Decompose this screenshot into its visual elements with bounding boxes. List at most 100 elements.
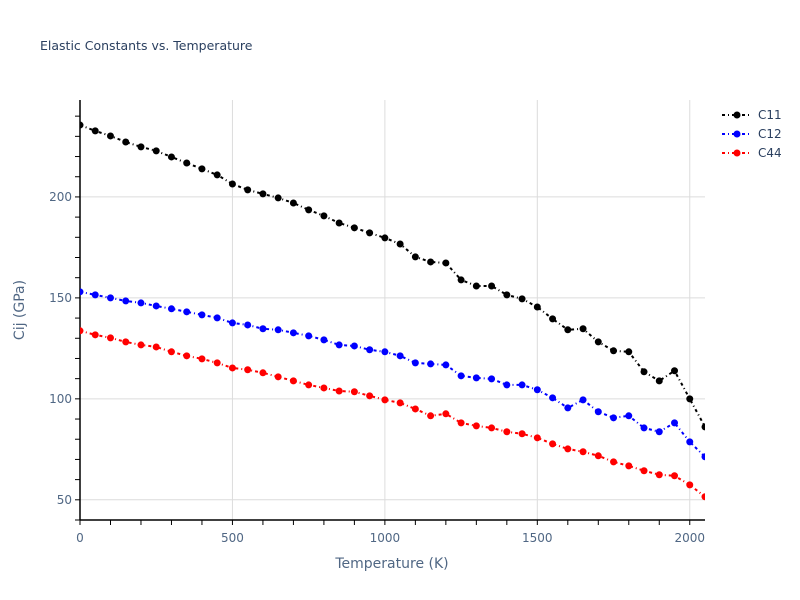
data-point-c12 [137,299,145,307]
data-point-c11 [213,171,221,179]
data-point-c11 [686,395,694,403]
data-point-c44 [350,388,358,396]
data-point-c11 [655,377,663,385]
data-point-c12 [213,314,221,322]
data-point-c12 [503,381,511,389]
data-point-c12 [320,336,328,344]
data-point-c12 [457,372,465,380]
data-point-c11 [80,121,84,129]
data-point-c12 [701,453,705,461]
data-point-c11 [183,159,191,167]
data-point-c11 [594,338,602,346]
x-axis-title: Temperature (K) [334,556,448,572]
data-point-c11 [396,240,404,248]
data-point-c11 [335,219,343,227]
x-tick-label: 0 [76,531,84,545]
data-point-c44 [503,428,511,436]
data-point-c44 [228,364,236,372]
data-point-c11 [259,190,267,198]
data-point-c44 [518,430,526,438]
data-point-c12 [305,332,313,340]
data-point-c11 [305,206,313,214]
data-point-c12 [549,394,557,402]
data-point-c12 [381,348,389,356]
data-point-c44 [335,387,343,395]
data-point-c12 [472,374,480,382]
data-point-c12 [80,288,84,296]
data-point-c44 [594,452,602,460]
data-point-c44 [457,419,465,427]
legend-item-c12[interactable]: C12 [722,127,782,141]
data-point-c11 [366,229,374,237]
data-point-c11 [350,224,358,232]
data-point-c11 [488,282,496,290]
x-tick-label: 2000 [674,531,705,545]
data-point-c12 [610,414,618,422]
data-point-c44 [472,422,480,430]
legend: C11 C12 C44 [722,108,782,160]
data-point-c11 [91,127,99,135]
data-point-c44 [213,359,221,367]
data-point-c12 [594,408,602,416]
data-point-c44 [106,334,114,342]
data-point-c11 [457,276,465,284]
data-point-c12 [640,424,648,432]
data-point-c44 [701,493,705,501]
data-point-c12 [579,396,587,404]
data-point-c44 [411,405,419,413]
data-point-c12 [518,381,526,389]
data-point-c12 [183,308,191,316]
data-point-c11 [503,291,511,299]
data-point-c11 [518,295,526,303]
data-point-c44 [183,352,191,360]
data-point-c44 [442,410,450,418]
data-point-c12 [152,302,160,310]
data-point-c12 [167,305,175,313]
data-point-c44 [564,445,572,453]
data-point-c11 [152,147,160,155]
data-point-c11 [274,194,282,202]
data-point-c44 [167,348,175,356]
data-point-c44 [427,412,435,420]
data-point-c44 [640,467,648,475]
data-point-c12 [335,341,343,349]
series-line-c44 [80,329,705,498]
data-point-c11 [137,143,145,151]
data-point-c44 [655,471,663,479]
series-c11 [80,121,705,431]
y-axis-title: Cij (GPa) [12,280,28,340]
legend-item-c11[interactable]: C11 [722,108,782,122]
series-group [80,121,705,501]
legend-item-c44[interactable]: C44 [722,146,782,160]
data-point-c11 [228,180,236,188]
data-point-c11 [579,325,587,333]
data-point-c12 [122,297,130,305]
data-point-c12 [91,291,99,299]
data-point-c12 [396,352,404,360]
data-point-c44 [122,338,130,346]
data-point-c12 [488,375,496,383]
data-point-c44 [686,481,694,489]
data-point-c11 [610,347,618,355]
x-tick-label: 1500 [522,531,553,545]
data-point-c12 [564,404,572,412]
legend-marker-c44 [733,149,741,157]
legend-marker-c12 [733,130,741,138]
data-point-c44 [671,472,679,480]
data-point-c12 [427,360,435,368]
data-point-c11 [381,234,389,242]
data-point-c12 [366,346,374,354]
data-point-c44 [244,366,252,374]
data-point-c11 [701,423,705,431]
y-tick-label: 200 [49,190,72,204]
data-point-c44 [579,448,587,456]
data-point-c11 [106,132,114,140]
data-point-c12 [411,359,419,367]
data-point-c44 [610,458,618,466]
y-tick-label: 100 [49,392,72,406]
data-point-c11 [549,315,557,323]
data-point-c11 [533,303,541,311]
data-point-c12 [228,319,236,327]
data-point-c11 [122,138,130,146]
